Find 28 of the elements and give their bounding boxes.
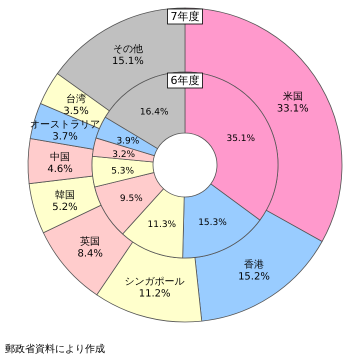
- data-label: 3.9%: [116, 136, 140, 147]
- slice-label: 7年度: [170, 10, 200, 23]
- data-label: 3.7%: [52, 132, 78, 143]
- data-label: 15.3%: [198, 218, 228, 228]
- slice-label: 英国: [80, 235, 100, 248]
- slice-label: 台湾: [66, 92, 86, 105]
- data-label: 33.1%: [276, 104, 309, 115]
- data-label: 4.6%: [47, 164, 73, 175]
- data-label: 11.2%: [138, 288, 171, 300]
- text: 郵政省資料により作成: [5, 343, 105, 355]
- data-label: 3.2%: [112, 150, 136, 160]
- data-label: 16.4%: [140, 108, 169, 118]
- data-label: 11.3%: [148, 220, 177, 230]
- data-label: 8.4%: [78, 248, 103, 260]
- slice-label: 米国: [282, 90, 303, 103]
- slice-label: その他: [112, 42, 143, 55]
- data-label: 15.2%: [238, 271, 270, 282]
- slice-label: 香港: [244, 258, 264, 270]
- slice-label: 中国: [50, 150, 70, 163]
- data-label: 9.5%: [120, 194, 144, 204]
- slice-label: 6年度: [170, 74, 200, 87]
- data-label: 35.1%: [226, 134, 256, 144]
- data-label: 3.5%: [63, 106, 89, 117]
- data-label: 15.1%: [112, 56, 144, 67]
- data-label: 5.3%: [111, 166, 135, 177]
- slice-label: シンガポール: [124, 276, 185, 288]
- slice-label: 韓国: [54, 188, 75, 201]
- data-label: 5.2%: [52, 202, 78, 213]
